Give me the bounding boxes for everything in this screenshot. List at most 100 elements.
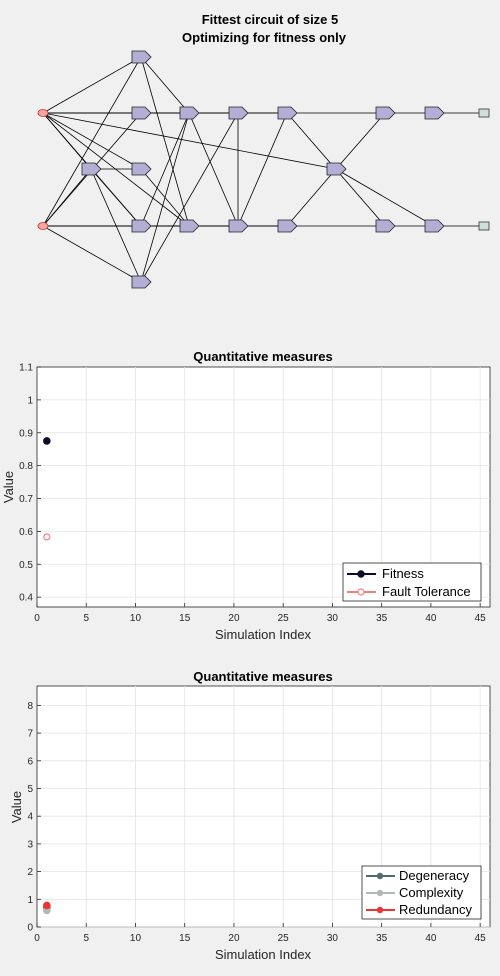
circuit-gate-node: [131, 50, 152, 64]
chart2-ytick-label: 8: [27, 701, 33, 712]
circuit-title-line2: Optimizing for fitness only: [182, 30, 347, 45]
chart2-legend-label-degeneracy: Degeneracy: [399, 868, 470, 883]
chart1-point-fault-tolerance: [43, 533, 51, 541]
circuit-title-line1: Fittest circuit of size 5: [202, 12, 339, 27]
circuit-nodes: [37, 50, 490, 289]
chart1-xtick-label: 20: [228, 613, 240, 624]
circuit-gate-node: [131, 219, 152, 233]
circuit-wire: [335, 112, 386, 170]
chart-quantitative-measures-1: Quantitative measures 0 5 10 15 20 25 30 35 40 45…: [1, 349, 491, 642]
chart2-xtick-label: 0: [34, 933, 40, 944]
circuit-output-node: [478, 221, 490, 231]
circuit-input-node: [37, 109, 49, 117]
chart1-ytick-label: 1.1: [19, 363, 33, 374]
circuit-gate-node: [424, 219, 445, 233]
chart2-xtick-label: 10: [130, 933, 142, 944]
chart2-ytick-label: 5: [27, 784, 33, 795]
chart2-xtick-label: 15: [179, 933, 191, 944]
chart2-xtick-label: 5: [83, 933, 89, 944]
chart1-legend: Fitness Fault Tolerance: [342, 562, 482, 602]
chart1-xtick-label: 15: [179, 613, 191, 624]
circuit-wire: [42, 56, 142, 114]
chart2-ytick-label: 6: [27, 756, 33, 767]
chart1-legend-marker-fitness: [357, 570, 365, 578]
chart2-ytick-label: 1: [27, 895, 33, 906]
circuit-gate-node: [179, 219, 200, 233]
circuit-gate-node: [375, 106, 396, 120]
circuit-wire: [140, 112, 239, 283]
circuit-gate-node: [424, 106, 445, 120]
chart2-legend-label-redundancy: Redundancy: [399, 902, 472, 917]
circuit-gate-node: [179, 106, 200, 120]
chart2-legend-marker-degeneracy: [376, 872, 384, 880]
chart1-point-fitness: [43, 437, 51, 445]
chart2-xtick-label: 30: [327, 933, 339, 944]
chart2-ytick-label: 3: [27, 839, 33, 850]
circuit-gate-node: [277, 106, 298, 120]
chart1-legend-box: [342, 562, 482, 602]
chart2-xtick-label: 35: [376, 933, 388, 944]
chart1-ytick-label: 0.6: [19, 527, 33, 538]
chart1-legend-marker-fault-tolerance: [357, 588, 365, 596]
chart1-ytick-label: 0.8: [19, 461, 33, 472]
chart1-legend-label-fitness: Fitness: [382, 566, 424, 581]
circuit-wire: [140, 56, 190, 114]
chart1-xtick-label: 5: [83, 613, 89, 624]
chart1-ylabel: Value: [1, 471, 16, 503]
circuit-wire: [42, 225, 142, 283]
circuit-wire: [42, 56, 142, 227]
chart2-ytick-label: 4: [27, 812, 33, 823]
chart2-xtick-label: 25: [278, 933, 290, 944]
chart1-title: Quantitative measures: [193, 349, 332, 364]
circuit-output-node: [478, 108, 490, 118]
circuit-wire: [42, 112, 190, 227]
chart1-ytick-label: 0.9: [19, 428, 33, 439]
circuit-gate-node: [277, 219, 298, 233]
chart1-ticks: 0 5 10 15 20 25 30 35 40 45 0.4 0.5 0.6 0.7 0.8 0.9 1 1.1: [19, 363, 486, 625]
circuit-wire: [335, 168, 435, 227]
circuit-input-node: [37, 222, 49, 230]
chart2-ylabel: Value: [9, 791, 24, 823]
circuit-gate-node: [375, 219, 396, 233]
chart1-xtick-label: 10: [130, 613, 142, 624]
circuit-gate-node: [228, 106, 249, 120]
chart2-legend-label-complexity: Complexity: [399, 885, 464, 900]
circuit-wire: [188, 112, 239, 227]
circuit-wire: [140, 112, 190, 283]
chart2-ytick-label: 7: [27, 729, 33, 740]
circuit-gate-node: [326, 162, 347, 176]
chart2-title: Quantitative measures: [193, 669, 332, 684]
chart1-ytick-label: 0.5: [19, 560, 33, 571]
chart-quantitative-measures-2: Quantitative measures 0 5 10 15 20 25 30 35 40 45…: [9, 669, 491, 962]
chart1-xtick-label: 35: [376, 613, 388, 624]
circuit-gate-node: [131, 162, 152, 176]
circuit-wire: [90, 168, 142, 283]
circuit-gate-node: [131, 275, 152, 289]
chart2-legend-marker-complexity: [376, 889, 384, 897]
chart2-legend-marker-redundancy: [376, 906, 384, 914]
circuit-gate-node: [131, 106, 152, 120]
chart1-xtick-label: 45: [475, 613, 487, 624]
chart1-ytick-label: 0.7: [19, 494, 33, 505]
circuit-wire: [237, 112, 288, 227]
circuit-gate-node: [228, 219, 249, 233]
circuit-wire: [42, 112, 337, 170]
chart1-ytick-label: 0.4: [19, 593, 33, 604]
chart1-marks: [43, 437, 51, 541]
chart2-xtick-label: 40: [425, 933, 437, 944]
chart2-point-redundancy: [43, 901, 51, 910]
chart1-xtick-label: 0: [34, 613, 40, 624]
circuit-gate-node: [81, 162, 102, 176]
chart1-xlabel: Simulation Index: [215, 627, 312, 642]
chart2-xtick-label: 45: [475, 933, 487, 944]
chart2-marks: [43, 901, 51, 915]
chart2-xlabel: Simulation Index: [215, 947, 312, 962]
circuit-wire: [286, 168, 337, 227]
circuit-wires: [42, 56, 484, 283]
chart2-xtick-label: 20: [228, 933, 240, 944]
chart2-ytick-label: 0: [27, 923, 33, 934]
circuit-wire: [140, 56, 190, 227]
chart2-ytick-label: 2: [27, 867, 33, 878]
chart1-xtick-label: 40: [425, 613, 437, 624]
